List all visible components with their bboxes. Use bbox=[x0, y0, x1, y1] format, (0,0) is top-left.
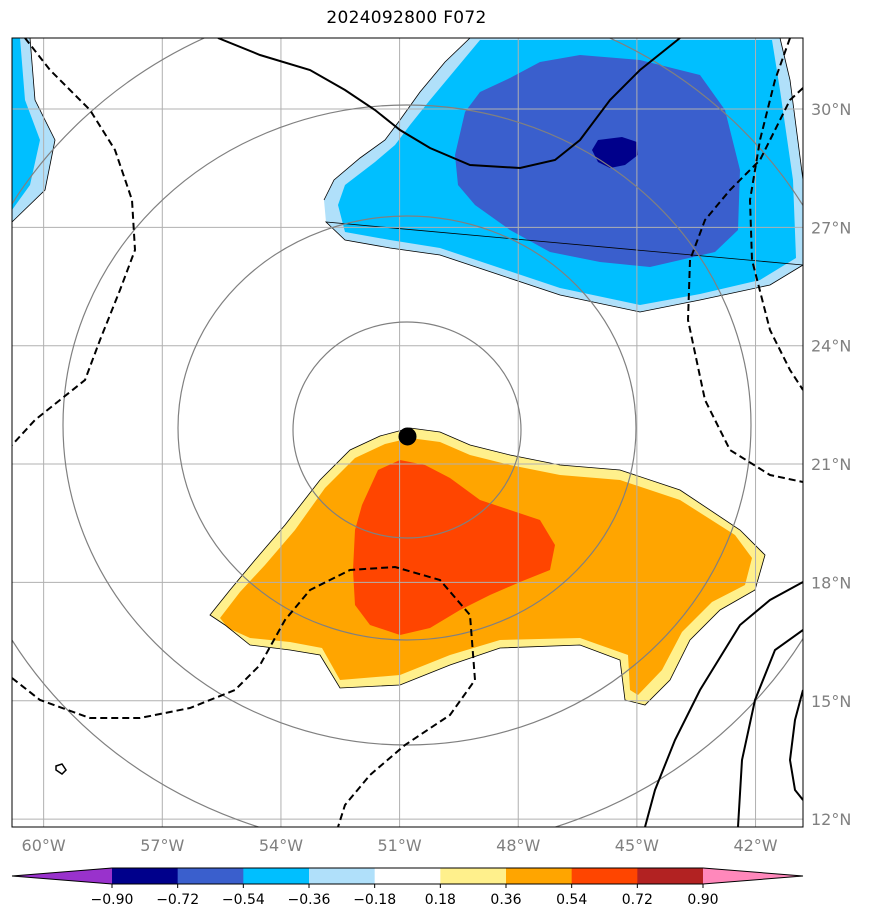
lat-label-4: 24°N bbox=[811, 337, 851, 356]
colorbar-label-8: 0.72 bbox=[622, 892, 653, 908]
plot-area bbox=[12, 38, 803, 827]
colorbar-label-7: 0.54 bbox=[556, 892, 587, 908]
lon-label-4: 48°W bbox=[496, 836, 540, 855]
northwest-negative-region bbox=[12, 38, 56, 223]
colorbar-label-5: 0.18 bbox=[425, 892, 456, 908]
colorbar: −0.90 −0.72 −0.54 −0.36 −0.18 0.18 0.36 0.54 0.7… bbox=[11, 867, 804, 908]
range-ring-2 bbox=[177, 215, 637, 641]
lon-label-6: 42°W bbox=[733, 836, 777, 855]
solid-contour-southeast-2 bbox=[737, 629, 803, 827]
lat-label-1: 15°N bbox=[811, 692, 851, 711]
solid-contour-southeast-3 bbox=[788, 689, 803, 801]
small-contour-loop bbox=[55, 763, 67, 775]
solid-contours bbox=[55, 38, 803, 827]
colorbar-segment-4 bbox=[309, 868, 376, 884]
lat-label-6: 30°N bbox=[811, 100, 851, 119]
colorbar-label-3: −0.36 bbox=[288, 892, 331, 908]
latitude-labels: 12°N 15°N 18°N 21°N 24°N 27°N 30°N bbox=[811, 100, 851, 829]
lon-label-1: 57°W bbox=[140, 836, 184, 855]
solid-contour-north bbox=[217, 38, 681, 170]
positive-anomaly-region bbox=[209, 427, 766, 706]
colorbar-label-4: −0.18 bbox=[353, 892, 396, 908]
range-rings bbox=[12, 38, 803, 827]
solid-contour-southeast-1 bbox=[644, 581, 803, 827]
lat-label-3: 21°N bbox=[811, 455, 851, 474]
negative-outline bbox=[323, 38, 803, 313]
storm-center-marker bbox=[398, 427, 417, 446]
colorbar-segment-9 bbox=[637, 868, 704, 884]
positive-outline bbox=[209, 427, 766, 706]
positive-fill-dark bbox=[353, 460, 555, 635]
colorbar-segment-10 bbox=[703, 868, 803, 884]
lat-label-0: 12°N bbox=[811, 810, 851, 829]
map-title: 2024092800 F072 bbox=[326, 8, 487, 28]
colorbar-segment-3 bbox=[243, 868, 310, 884]
range-ring-3 bbox=[62, 104, 752, 746]
lon-label-0: 60°W bbox=[22, 836, 66, 855]
dashed-contour-east-2 bbox=[686, 87, 803, 483]
dashed-contours bbox=[12, 38, 803, 827]
range-ring-1 bbox=[292, 321, 522, 539]
colorbar-segment-0 bbox=[12, 868, 112, 884]
lat-label-2: 18°N bbox=[811, 573, 851, 592]
dashed-contour-east-1 bbox=[748, 38, 803, 391]
lon-label-2: 54°W bbox=[259, 836, 303, 855]
plot-frame bbox=[11, 37, 804, 828]
colorbar-segment-5 bbox=[374, 868, 441, 884]
colorbar-label-0: −0.90 bbox=[91, 892, 134, 908]
colorbar-segment-1 bbox=[112, 868, 179, 884]
colorbar-segment-8 bbox=[571, 868, 638, 884]
colorbar-segment-7 bbox=[506, 868, 573, 884]
longitude-labels: 60°W 57°W 54°W 51°W 48°W 45°W 42°W bbox=[22, 836, 778, 855]
colorbar-segment-2 bbox=[177, 868, 244, 884]
dashed-contour-west bbox=[12, 38, 137, 446]
lon-label-5: 45°W bbox=[615, 836, 659, 855]
colorbar-label-2: −0.54 bbox=[222, 892, 265, 908]
dashed-contour-south bbox=[12, 565, 477, 827]
colorbar-label-6: 0.36 bbox=[490, 892, 521, 908]
colorbar-label-9: 0.90 bbox=[687, 892, 718, 908]
colorbar-label-1: −0.72 bbox=[156, 892, 199, 908]
lat-label-5: 27°N bbox=[811, 218, 851, 237]
lon-label-3: 51°W bbox=[377, 836, 421, 855]
negative-fill-deepest bbox=[592, 137, 638, 168]
colorbar-segment-6 bbox=[440, 868, 507, 884]
